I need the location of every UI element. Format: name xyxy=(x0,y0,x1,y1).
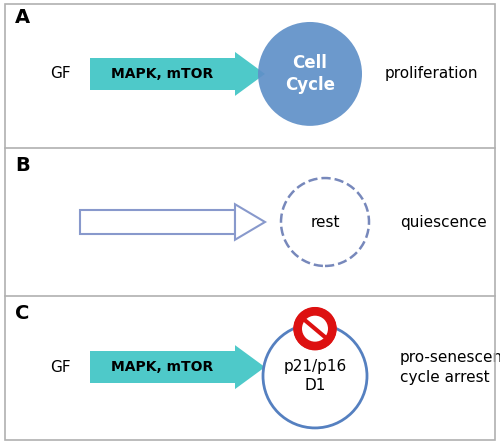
Text: GF: GF xyxy=(50,67,70,81)
Text: A: A xyxy=(15,8,30,27)
Text: C: C xyxy=(15,305,30,323)
Text: GF: GF xyxy=(50,360,70,375)
Ellipse shape xyxy=(258,22,362,126)
Text: MAPK, mTOR: MAPK, mTOR xyxy=(112,67,214,81)
Ellipse shape xyxy=(263,324,367,428)
Text: quiescence: quiescence xyxy=(400,214,487,230)
Polygon shape xyxy=(235,204,265,240)
Ellipse shape xyxy=(281,178,369,266)
Text: proliferation: proliferation xyxy=(385,67,478,81)
Ellipse shape xyxy=(302,316,328,342)
Text: pro-senescent
cycle arrest: pro-senescent cycle arrest xyxy=(400,350,500,385)
Text: p21/p16
D1: p21/p16 D1 xyxy=(284,359,346,393)
Text: rest: rest xyxy=(310,214,340,230)
FancyBboxPatch shape xyxy=(80,210,235,234)
Text: B: B xyxy=(15,156,30,175)
Polygon shape xyxy=(235,345,265,389)
Text: Cell
Cycle: Cell Cycle xyxy=(285,54,335,94)
Text: MAPK, mTOR: MAPK, mTOR xyxy=(112,360,214,374)
Polygon shape xyxy=(235,52,265,96)
Ellipse shape xyxy=(295,309,335,349)
FancyBboxPatch shape xyxy=(90,58,235,90)
FancyBboxPatch shape xyxy=(90,351,235,384)
